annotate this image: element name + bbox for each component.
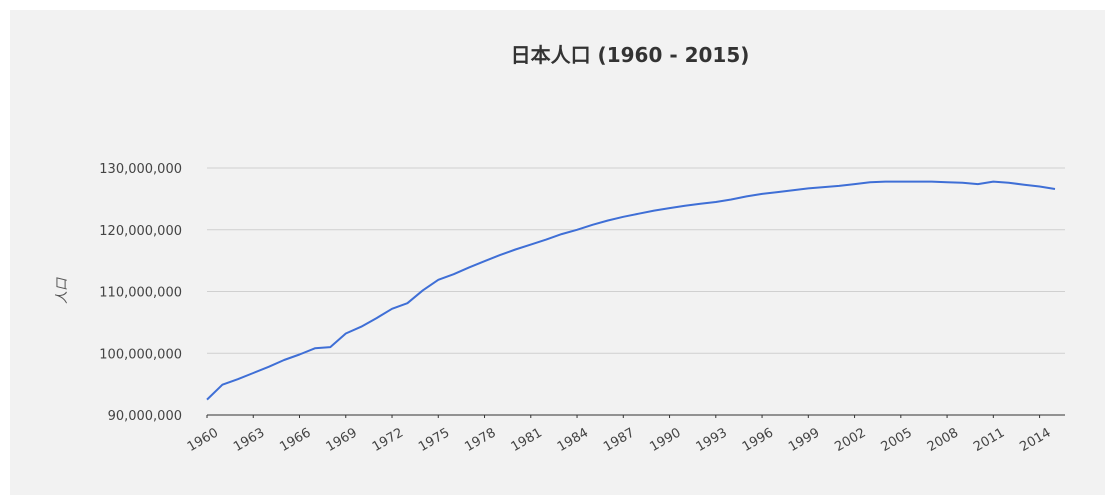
y-tick-label: 100,000,000	[99, 347, 182, 362]
y-tick-label: 120,000,000	[99, 224, 182, 239]
data-line	[206, 180, 1056, 401]
chart-background	[10, 10, 1105, 495]
y-tick-label: 90,000,000	[108, 409, 182, 424]
y-axis-label: 人口	[55, 277, 70, 304]
y-tick-label: 130,000,000	[99, 162, 182, 177]
chart-title: 日本人口 (1960 - 2015)	[511, 43, 750, 67]
y-tick-label: 110,000,000	[99, 286, 182, 301]
